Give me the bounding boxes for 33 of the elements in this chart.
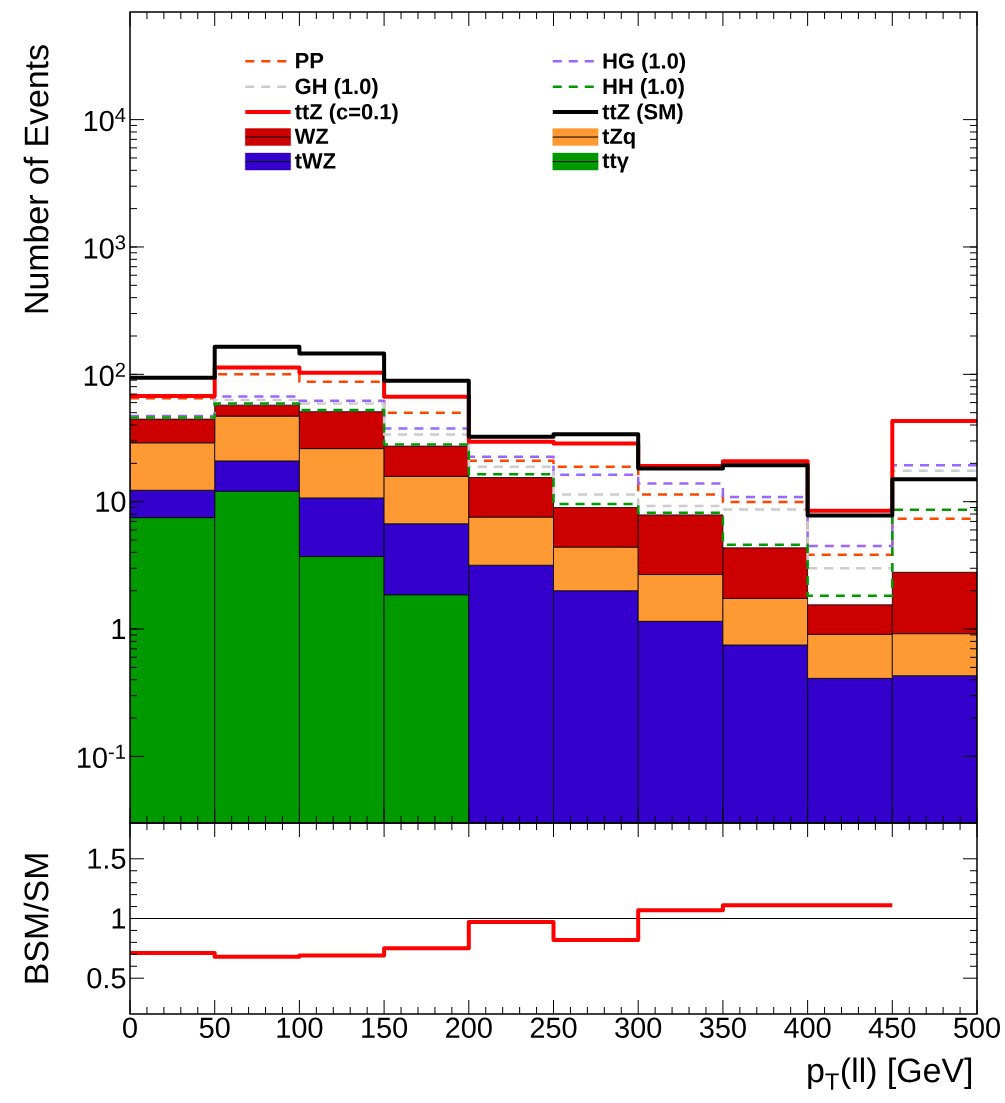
x-axis-title: p$_{T}$(ll) [GeV]: [808, 1057, 972, 1090]
y-tick-label: 10$^{3}$: [84, 235, 126, 259]
x-tick-label: 400: [784, 1017, 831, 1038]
x-tick-label: 450: [868, 1017, 916, 1038]
x-tick-label: 300: [615, 1017, 662, 1038]
x-tick-label: 500: [954, 1017, 1000, 1038]
legend-label: tWZ: [294, 153, 336, 169]
legend-label: ttZ (SM): [602, 103, 683, 124]
x-tick-label: 0: [123, 1017, 137, 1038]
y-axis-title: Number of Events: [23, 45, 49, 313]
y-axis-title: BSM/SM: [23, 854, 49, 983]
y-tick-label: 10$^{-1}$: [78, 744, 125, 768]
x-tick-label: 50: [199, 1017, 230, 1038]
legend-label: ttγ: [602, 153, 629, 173]
x-tick-label: 150: [362, 1017, 408, 1038]
y-tick-label: 1: [112, 619, 126, 639]
y-tick-label: 0.5: [87, 967, 126, 989]
legend-label: PP: [296, 53, 324, 69]
legend-label: HH (1.0): [603, 78, 684, 99]
y-tick-label: 10$^{4}$: [84, 108, 126, 132]
y-tick-label: 1: [112, 908, 126, 929]
x-tick-label: 350: [699, 1017, 746, 1038]
y-tick-label: 1.5: [88, 848, 126, 869]
legend-label: WZ: [294, 128, 329, 144]
y-tick-label: 10: [96, 491, 126, 512]
legend-label: ttZ (c=0.1): [294, 103, 398, 124]
x-tick-label: 200: [446, 1017, 492, 1038]
legend-label: HG (1.0): [603, 52, 686, 74]
legend-label: tZq: [602, 128, 635, 149]
x-tick-label: 250: [530, 1017, 577, 1038]
y-tick-label: 10$^{2}$: [84, 362, 125, 387]
legend-label: GH (1.0): [295, 78, 378, 99]
x-tick-label: 100: [277, 1017, 323, 1038]
